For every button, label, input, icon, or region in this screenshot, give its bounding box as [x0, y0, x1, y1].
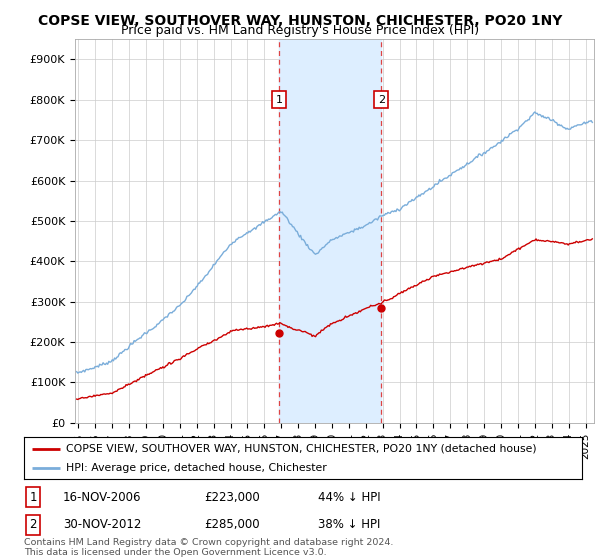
Text: COPSE VIEW, SOUTHOVER WAY, HUNSTON, CHICHESTER, PO20 1NY (detached house): COPSE VIEW, SOUTHOVER WAY, HUNSTON, CHIC…: [66, 444, 536, 454]
Text: COPSE VIEW, SOUTHOVER WAY, HUNSTON, CHICHESTER, PO20 1NY: COPSE VIEW, SOUTHOVER WAY, HUNSTON, CHIC…: [38, 14, 562, 28]
Text: 2: 2: [29, 518, 37, 531]
Text: 38% ↓ HPI: 38% ↓ HPI: [318, 518, 380, 531]
Text: £285,000: £285,000: [204, 518, 260, 531]
Text: 44% ↓ HPI: 44% ↓ HPI: [318, 491, 380, 504]
Text: HPI: Average price, detached house, Chichester: HPI: Average price, detached house, Chic…: [66, 463, 326, 473]
Text: Contains HM Land Registry data © Crown copyright and database right 2024.
This d: Contains HM Land Registry data © Crown c…: [24, 538, 394, 557]
Text: 30-NOV-2012: 30-NOV-2012: [63, 518, 142, 531]
Text: 2: 2: [378, 95, 385, 105]
Text: 16-NOV-2006: 16-NOV-2006: [63, 491, 142, 504]
Bar: [279, 39, 382, 423]
Text: £223,000: £223,000: [204, 491, 260, 504]
Text: Price paid vs. HM Land Registry's House Price Index (HPI): Price paid vs. HM Land Registry's House …: [121, 24, 479, 37]
Text: 1: 1: [29, 491, 37, 504]
Text: 1: 1: [276, 95, 283, 105]
